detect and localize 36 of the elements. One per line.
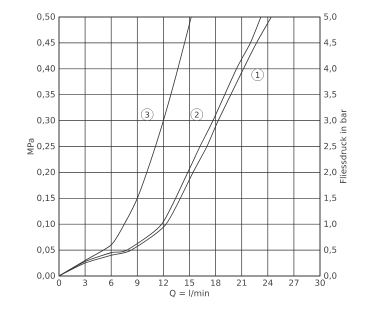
y-tick-label: 0,35	[37, 91, 55, 98]
y-tick-label: 0,10	[37, 220, 55, 228]
x-tick-label: 0	[56, 280, 62, 286]
y-axis-title: MPa	[27, 138, 34, 154]
y2-tick-label: 0,5	[324, 246, 336, 254]
x-tick-label: 9	[135, 280, 140, 286]
y2-tick-label: 1,5	[324, 194, 336, 202]
x-tick-label: 12	[158, 280, 168, 286]
x-tick-label: 30	[315, 280, 325, 286]
y2-tick-label: 5,0	[324, 13, 336, 21]
x-axis-title: Q = l/min	[170, 290, 209, 298]
x-tick-label: 6	[109, 280, 114, 286]
x-tick-label: 24	[263, 280, 273, 286]
y2-tick-label: 2,0	[324, 168, 336, 176]
y2-tick-label: 4,0	[324, 65, 336, 72]
x-tick-label: 18	[211, 280, 220, 286]
x-tick-label: 27	[289, 280, 299, 286]
y-tick-label: 0,20	[37, 168, 55, 176]
x-tick-label: 15	[185, 280, 194, 286]
y2-tick-label: 2,5	[324, 142, 336, 150]
y2-tick-label: 3,5	[324, 91, 336, 98]
y-tick-label: 0,50	[37, 13, 55, 21]
x-tick-label: 3	[83, 280, 88, 286]
y-tick-label: 0,40	[37, 65, 55, 72]
y2-axis-title: Fliessdruck in bar	[340, 109, 346, 183]
y-tick-label: 0,30	[37, 116, 55, 124]
y2-tick-label: 1,0	[324, 220, 336, 228]
y-tick-label: 0,15	[37, 194, 55, 202]
y-tick-label: 0,00	[37, 272, 55, 280]
y-tick-label: 0,45	[37, 39, 55, 47]
x-tick-label: 21	[236, 280, 246, 286]
y-tick-label: 0,25	[37, 142, 55, 150]
y-tick-label: 0,05	[37, 246, 55, 254]
y2-tick-label: 0,0	[324, 272, 336, 280]
y2-tick-label: 3,0	[324, 116, 336, 124]
y2-tick-label: 4,5	[324, 39, 336, 46]
